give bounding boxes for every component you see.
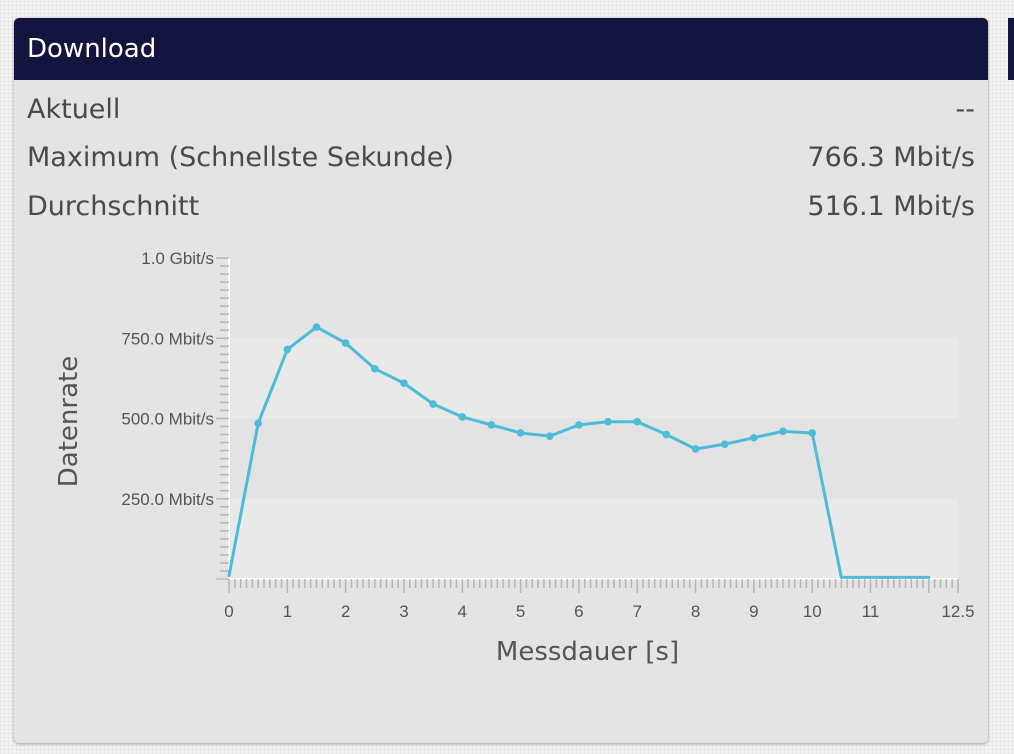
grid-bands: [229, 258, 958, 579]
data-point: [604, 417, 612, 426]
x-tick-label: 2: [341, 602, 350, 621]
data-point: [487, 421, 496, 429]
data-point: [575, 421, 583, 429]
stat-value-average: 516.1 Mbit/s: [807, 191, 975, 222]
data-point: [371, 364, 379, 373]
data-point: [779, 427, 787, 436]
data-point: [691, 445, 700, 453]
data-point: [662, 430, 671, 439]
grid-band-3: [229, 258, 958, 339]
axis-ticks: 250.0 Mbit/s 500.0 Mbit/s 750.0 Mbit/s 1.0 …: [121, 249, 974, 621]
data-point: [458, 413, 467, 421]
data-point: [516, 429, 525, 437]
stat-label-maximum: Maximum (Schnellste Sekunde): [27, 142, 454, 173]
stat-row-current: Aktuell --: [27, 90, 975, 130]
stat-row-average: Durchschnitt 516.1 Mbit/s: [27, 187, 975, 227]
x-tick-label: 6: [574, 602, 583, 621]
y-axis-title: Datenrate: [54, 356, 84, 487]
data-point: [283, 345, 292, 354]
panel-title: Download: [14, 18, 988, 80]
data-point: [808, 429, 816, 437]
x-axis-title: Messdauer [s]: [496, 637, 679, 667]
y-tick-label: 500.0 Mbit/s: [121, 410, 214, 429]
data-series: [227, 323, 931, 579]
x-tick-label: 5: [516, 602, 525, 621]
stat-label-current: Aktuell: [27, 94, 121, 125]
stat-label-average: Durchschnitt: [27, 191, 200, 222]
x-tick-label: 8: [691, 602, 700, 621]
data-point: [750, 433, 758, 442]
adjacent-panel-header: [1008, 18, 1014, 80]
stat-row-maximum: Maximum (Schnellste Sekunde) 766.3 Mbit/…: [27, 138, 975, 178]
y-tick-label: 750.0 Mbit/s: [121, 329, 214, 348]
x-tick-label: 3: [399, 602, 408, 621]
data-point: [633, 417, 642, 426]
x-tick-label: 11: [862, 602, 880, 621]
stat-value-current: --: [955, 94, 976, 125]
grid-band-2: [229, 338, 958, 419]
x-tick-label: 4: [458, 602, 467, 621]
data-point: [429, 400, 437, 408]
data-point: [341, 339, 350, 347]
grid-band-0: [229, 498, 958, 579]
data-point: [545, 432, 554, 440]
x-tick-label: 10: [803, 602, 822, 621]
y-tick-label: 1.0 Gbit/s: [141, 249, 214, 268]
data-point: [400, 379, 408, 387]
grid-band-1: [229, 418, 958, 499]
data-point: [312, 323, 321, 331]
x-tick-label: 1: [283, 602, 292, 621]
x-tick-label: 7: [633, 602, 642, 621]
download-rate-chart: 250.0 Mbit/s 500.0 Mbit/s 750.0 Mbit/s 1.0 …: [54, 249, 975, 667]
stat-value-maximum: 766.3 Mbit/s: [807, 142, 975, 173]
data-point: [254, 419, 262, 428]
x-tick-label: 12.5: [941, 602, 974, 621]
y-tick-label: 250.0 Mbit/s: [121, 490, 214, 509]
x-tick-label: 9: [749, 602, 758, 621]
x-tick-label: 0: [224, 602, 233, 621]
data-point: [720, 440, 729, 448]
download-panel: Download Aktuell -- Maximum (Schnellste …: [14, 18, 988, 743]
